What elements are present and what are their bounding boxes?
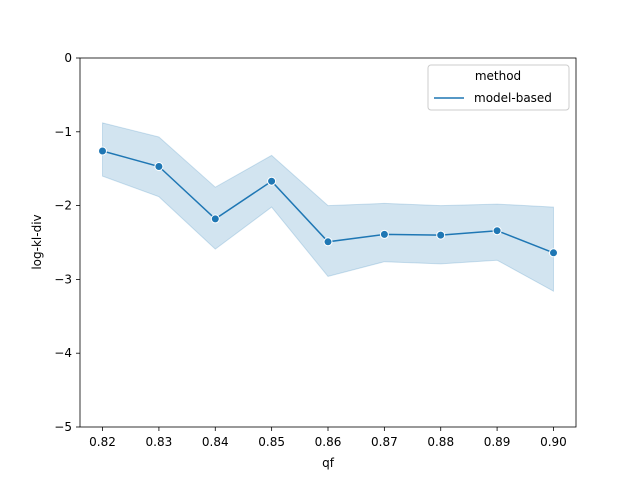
x-axis-label: qf xyxy=(322,456,335,470)
x-tick-label: 0.88 xyxy=(427,435,454,449)
x-tick-label: 0.83 xyxy=(146,435,173,449)
plot-area xyxy=(79,57,577,428)
data-point-model-based xyxy=(549,248,558,258)
legend: method model-based xyxy=(427,64,570,111)
data-point-model-based xyxy=(98,146,107,156)
data-point-model-based xyxy=(210,214,220,224)
x-tick-label: 0.85 xyxy=(258,435,285,449)
data-point-model-based xyxy=(436,230,446,240)
y-axis-label: log-kl-div xyxy=(30,214,44,269)
x-tick-label: 0.90 xyxy=(540,435,567,449)
x-tick-label: 0.86 xyxy=(315,435,342,449)
x-axis-ticks: 0.82 0.83 0.84 0.85 0.86 0.87 0.88 0.89 0.90 xyxy=(89,427,567,449)
y-tick-label: −4 xyxy=(54,346,72,360)
data-point-model-based xyxy=(267,176,277,186)
y-tick-label: 0 xyxy=(64,51,72,65)
x-tick-label: 0.87 xyxy=(371,435,398,449)
y-tick-label: −2 xyxy=(54,199,72,213)
data-point-model-based xyxy=(323,237,333,247)
data-point-model-based xyxy=(492,226,502,236)
data-point-model-based xyxy=(154,162,164,171)
y-tick-label: −1 xyxy=(54,125,72,139)
x-tick-label: 0.89 xyxy=(484,435,511,449)
confidence-band-model-based xyxy=(102,122,554,293)
legend-title: method xyxy=(475,69,521,83)
y-axis-ticks: 0 −1 −2 −3 −4 −5 xyxy=(54,51,80,434)
x-tick-label: 0.84 xyxy=(202,435,229,449)
y-tick-label: −3 xyxy=(54,272,72,286)
y-tick-label: −5 xyxy=(54,420,72,434)
x-tick-label: 0.82 xyxy=(89,435,116,449)
data-point-model-based xyxy=(379,229,389,239)
legend-label-model-based: model-based xyxy=(474,91,552,105)
